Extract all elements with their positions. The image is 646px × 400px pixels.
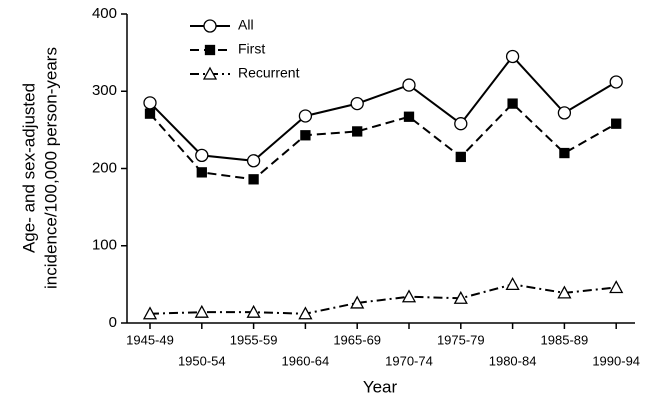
marker bbox=[401, 289, 417, 303]
legend-label: First bbox=[238, 41, 265, 57]
marker bbox=[505, 49, 520, 64]
marker bbox=[142, 306, 158, 320]
marker bbox=[609, 75, 623, 89]
legend-marker bbox=[202, 66, 218, 80]
marker bbox=[143, 96, 157, 110]
marker bbox=[298, 306, 313, 320]
y-tick-label: 0 bbox=[109, 314, 117, 331]
marker bbox=[298, 109, 313, 123]
y-tick-label: 300 bbox=[92, 82, 117, 99]
marker bbox=[453, 290, 468, 304]
marker bbox=[350, 295, 365, 309]
marker bbox=[557, 106, 572, 120]
marker bbox=[144, 108, 156, 119]
marker bbox=[194, 304, 209, 318]
marker bbox=[505, 277, 520, 291]
x-tick-label: 1950-54 bbox=[178, 353, 226, 368]
marker bbox=[454, 117, 468, 131]
marker bbox=[300, 130, 311, 141]
series-line bbox=[149, 102, 617, 181]
marker bbox=[248, 174, 259, 185]
legend-marker bbox=[203, 19, 217, 33]
x-tick-label: 1990-94 bbox=[592, 353, 640, 368]
x-tick-label: 1975-79 bbox=[437, 332, 485, 347]
marker bbox=[403, 111, 415, 122]
marker bbox=[507, 98, 518, 109]
marker bbox=[196, 167, 207, 178]
marker bbox=[350, 96, 364, 111]
y-tick-label: 200 bbox=[92, 159, 117, 176]
marker bbox=[455, 151, 466, 163]
x-tick-label: 1945-49 bbox=[126, 332, 174, 347]
series-line bbox=[149, 54, 617, 162]
y-axis-title: incidence/100,000 person-years bbox=[41, 47, 60, 289]
marker bbox=[195, 148, 209, 163]
y-axis-title: Age- and sex-adjusted bbox=[19, 83, 38, 253]
x-tick-label: 1960-64 bbox=[282, 353, 330, 368]
y-tick-label: 100 bbox=[92, 237, 117, 254]
x-tick-label: 1970-74 bbox=[385, 353, 433, 368]
x-axis-title: Year bbox=[363, 377, 398, 396]
x-tick-label: 1955-59 bbox=[230, 332, 278, 347]
marker bbox=[611, 118, 622, 129]
x-tick-label: 1980-84 bbox=[489, 353, 537, 368]
marker bbox=[246, 154, 261, 168]
legend-marker bbox=[204, 44, 216, 56]
y-tick-label: 400 bbox=[92, 5, 117, 22]
x-tick-label: 1965-69 bbox=[333, 332, 381, 347]
x-tick-label: 1985-89 bbox=[541, 332, 589, 347]
marker bbox=[352, 126, 363, 137]
series-line bbox=[149, 283, 617, 315]
marker bbox=[609, 280, 624, 294]
marker bbox=[402, 78, 416, 92]
marker bbox=[557, 285, 572, 299]
legend-label: Recurrent bbox=[238, 65, 300, 81]
marker bbox=[559, 147, 570, 159]
legend-label: All bbox=[238, 17, 254, 33]
marker bbox=[246, 304, 261, 318]
